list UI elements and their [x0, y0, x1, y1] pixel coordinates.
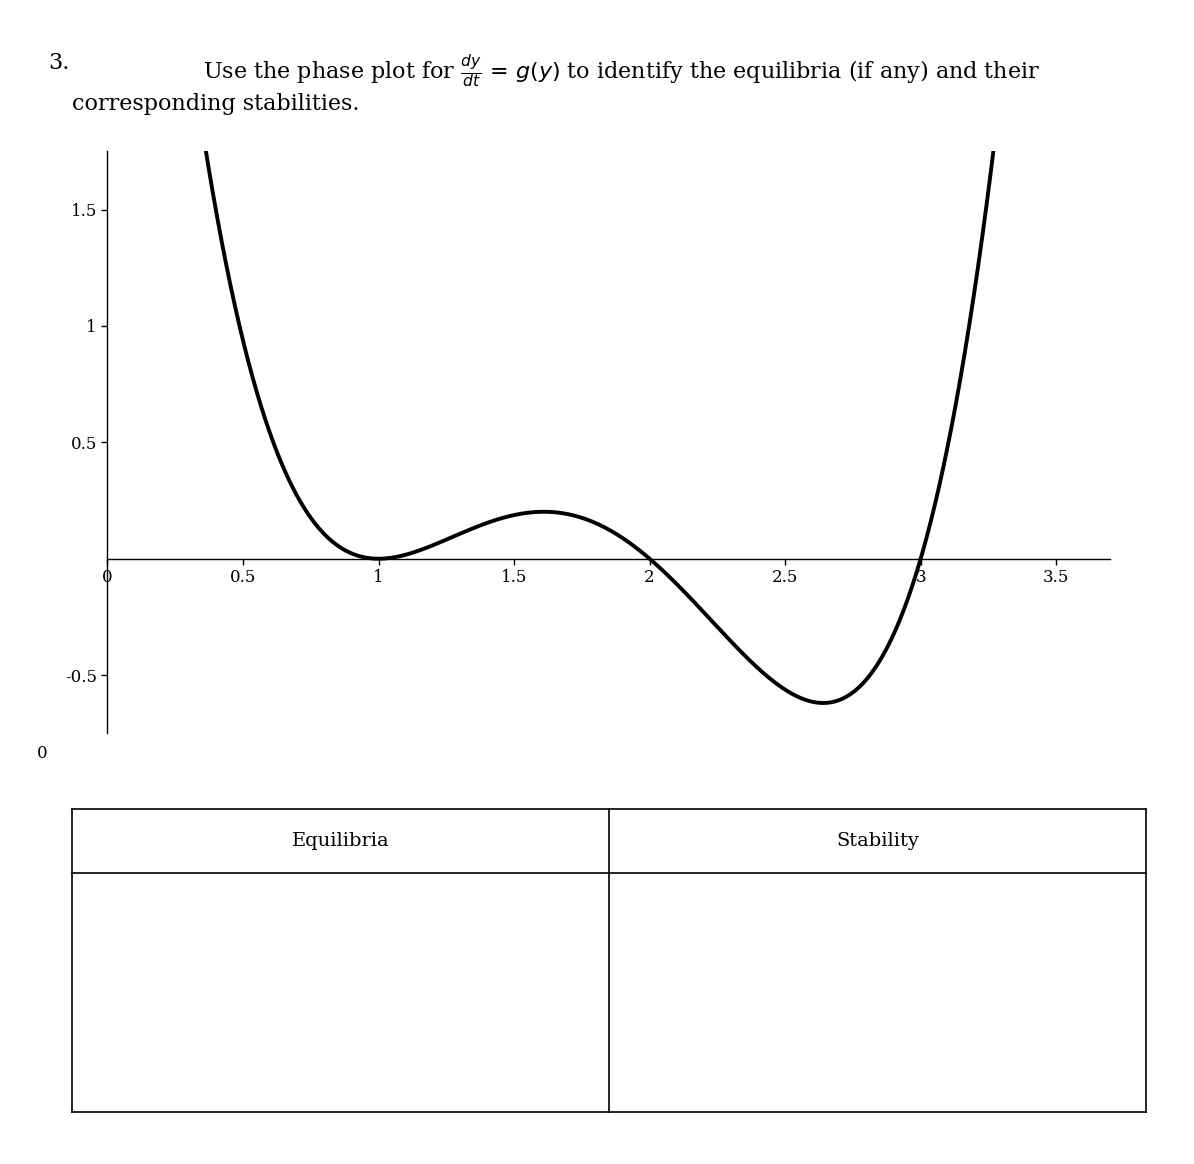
Text: Use the phase plot for $\frac{dy}{dt}$ = $g(y)$ to identify the equilibria (if a: Use the phase plot for $\frac{dy}{dt}$ =…	[203, 52, 1040, 90]
Text: corresponding stabilities.: corresponding stabilities.	[72, 93, 359, 115]
Text: 0: 0	[37, 745, 48, 762]
Text: Equilibria: Equilibria	[291, 832, 389, 850]
Text: 3.: 3.	[48, 52, 69, 74]
Text: Stability: Stability	[836, 832, 919, 850]
